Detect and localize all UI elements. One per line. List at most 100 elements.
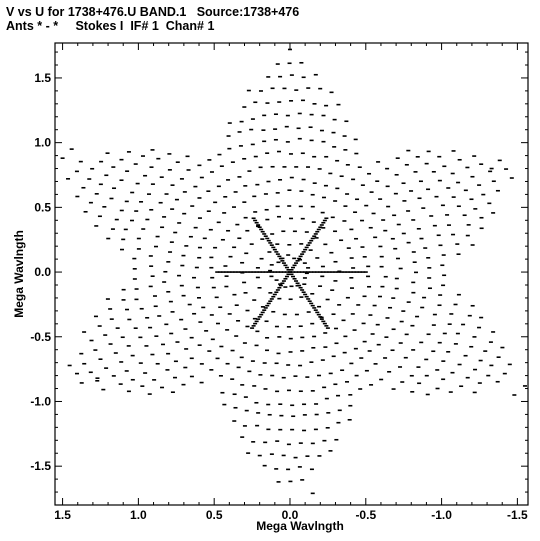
uv-point xyxy=(354,374,359,377)
uv-point xyxy=(318,271,323,273)
uv-point xyxy=(507,363,512,366)
uv-point xyxy=(429,215,434,217)
uv-point xyxy=(232,293,237,296)
uv-point xyxy=(416,227,421,230)
uv-point xyxy=(227,313,232,315)
uv-point xyxy=(184,245,189,247)
uv-point xyxy=(242,157,247,160)
uv-point xyxy=(332,146,337,148)
uv-point xyxy=(318,285,323,287)
uv-point xyxy=(463,189,468,192)
uv-point xyxy=(289,74,294,76)
uv-point xyxy=(306,166,311,168)
uv-point xyxy=(337,409,342,412)
uv-point xyxy=(247,170,252,172)
uv-point xyxy=(309,113,314,116)
uv-point xyxy=(213,201,218,204)
uv-point xyxy=(283,286,288,288)
uv-point xyxy=(197,256,202,259)
uv-point xyxy=(101,388,106,391)
uv-point xyxy=(206,210,211,212)
uv-point xyxy=(409,374,414,377)
uv-point xyxy=(81,186,86,189)
uv-point xyxy=(411,251,416,253)
uv-point xyxy=(463,354,468,357)
uv-point xyxy=(140,155,145,157)
uv-point xyxy=(371,212,376,215)
uv-point xyxy=(182,191,187,193)
uv-point xyxy=(306,271,311,273)
uv-point xyxy=(367,172,372,175)
uv-point xyxy=(219,345,224,348)
uv-point xyxy=(95,377,100,379)
uv-point xyxy=(314,237,319,239)
uv-point xyxy=(314,413,319,416)
uv-point xyxy=(354,152,359,155)
uv-point xyxy=(394,173,399,176)
uv-point xyxy=(409,190,414,192)
uv-point xyxy=(218,374,223,377)
uv-point xyxy=(204,330,209,332)
uv-point xyxy=(289,176,294,179)
uv-point xyxy=(93,349,98,351)
uv-point xyxy=(270,374,275,377)
uv-point xyxy=(304,246,309,249)
uv-point xyxy=(268,300,273,302)
uv-point xyxy=(361,322,366,325)
uv-point xyxy=(311,221,316,223)
uv-point xyxy=(179,284,184,287)
x-tick-label: -1.0 xyxy=(431,508,452,522)
uv-point xyxy=(309,302,314,305)
uv-point xyxy=(446,224,451,226)
uv-point xyxy=(294,313,299,316)
uv-point xyxy=(108,343,113,345)
uv-point xyxy=(496,356,501,358)
uv-point xyxy=(509,177,514,179)
uv-point xyxy=(497,159,502,162)
uv-point xyxy=(277,336,282,338)
uv-point xyxy=(333,280,338,282)
uv-point xyxy=(269,271,274,273)
uv-point xyxy=(274,468,279,470)
uv-point xyxy=(266,428,271,431)
uv-point xyxy=(300,253,305,255)
uv-point xyxy=(368,314,373,316)
uv-point xyxy=(299,190,304,192)
uv-point xyxy=(311,346,316,349)
uv-point xyxy=(261,129,266,131)
uv-point xyxy=(105,152,110,154)
uv-point xyxy=(260,311,265,314)
uv-point xyxy=(349,228,354,231)
uv-point xyxy=(369,191,374,193)
uv-point xyxy=(275,271,280,273)
uv-point xyxy=(110,228,115,230)
uv-point xyxy=(410,324,415,327)
uv-point xyxy=(162,281,167,283)
uv-point xyxy=(193,185,198,188)
uv-point xyxy=(143,372,148,374)
uv-point xyxy=(168,251,173,253)
uv-point xyxy=(263,235,268,237)
uv-point xyxy=(451,196,456,198)
uv-point xyxy=(263,307,268,309)
uv-point xyxy=(289,217,294,220)
uv-point xyxy=(355,198,360,201)
uv-point xyxy=(288,298,293,301)
uv-point xyxy=(181,383,186,386)
uv-point xyxy=(354,271,359,273)
uv-point xyxy=(297,284,302,287)
uv-point xyxy=(281,262,286,264)
uv-point xyxy=(157,315,162,317)
uv-point xyxy=(103,334,108,336)
uv-point xyxy=(246,89,251,92)
uv-point xyxy=(312,182,317,184)
uv-point xyxy=(139,307,144,310)
uv-point xyxy=(160,386,165,389)
uv-point xyxy=(66,178,71,180)
uv-point xyxy=(275,205,280,208)
uv-point xyxy=(181,294,186,297)
uv-point xyxy=(284,271,289,273)
uv-point xyxy=(119,209,124,212)
uv-point xyxy=(345,381,350,383)
